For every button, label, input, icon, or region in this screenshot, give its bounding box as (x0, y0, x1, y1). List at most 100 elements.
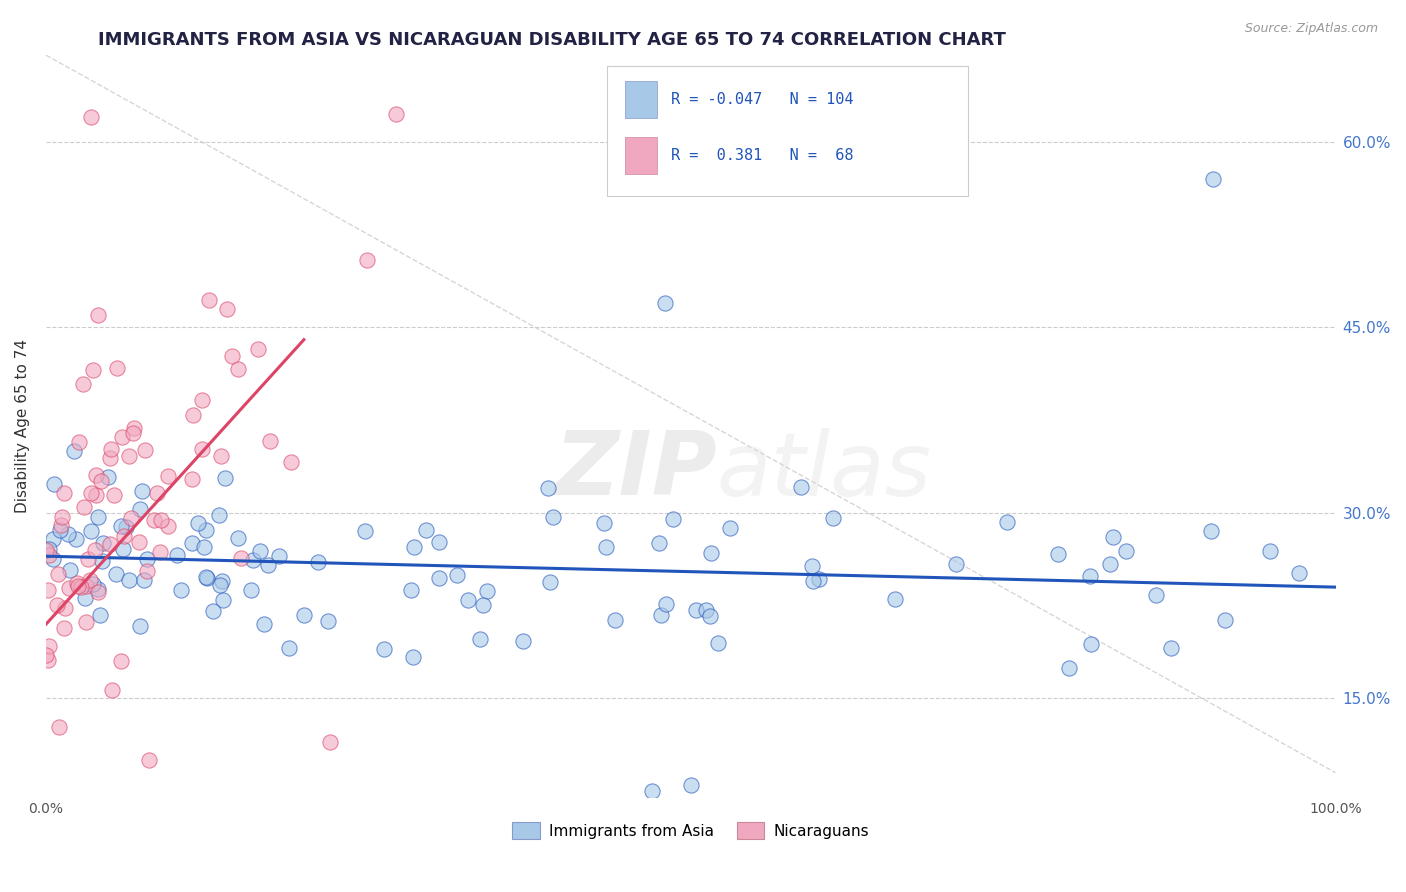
Point (101, 683, 124, 698)
Point (170, 582, 193, 597)
Point (214, 471, 236, 485)
Point (790, 480, 813, 494)
Point (246, 342, 269, 356)
Point (195, 571, 218, 585)
Y-axis label: Disability Age 65 to 74: Disability Age 65 to 74 (15, 339, 30, 513)
Point (37, 653, 59, 667)
Point (1213, 613, 1236, 627)
Point (84, 468, 107, 483)
Point (180, 535, 202, 549)
Point (86, 509, 108, 524)
Point (77, 552, 100, 566)
Point (111, 430, 134, 444)
Point (135, 552, 157, 566)
Point (641, 784, 664, 798)
Point (202, 604, 225, 618)
Point (131, 484, 153, 499)
Point (75, 591, 97, 605)
Point (138, 753, 160, 767)
Point (700, 546, 723, 560)
Point (86, 308, 108, 322)
Point (1057, 661, 1080, 675)
Point (191, 442, 214, 456)
Point (38, 541, 60, 556)
Point (124, 421, 146, 435)
Point (267, 549, 290, 563)
Point (91, 536, 114, 550)
Point (384, 106, 406, 120)
Point (143, 513, 166, 527)
Point (801, 574, 824, 588)
Point (181, 408, 204, 422)
Point (595, 540, 617, 554)
Point (195, 570, 218, 584)
Point (472, 599, 495, 613)
Point (86, 585, 108, 599)
Point (415, 523, 437, 537)
Point (48, 720, 70, 734)
Point (209, 578, 232, 592)
Point (180, 472, 202, 486)
Point (399, 582, 422, 597)
Point (318, 735, 340, 749)
Point (198, 293, 221, 308)
Point (1199, 524, 1222, 538)
Point (191, 392, 214, 407)
Point (1080, 636, 1102, 650)
Point (1288, 566, 1310, 581)
Point (823, 511, 845, 525)
Point (62, 443, 84, 458)
Point (356, 253, 378, 268)
Point (82, 363, 104, 377)
Text: R = -0.047   N = 104: R = -0.047 N = 104 (672, 92, 853, 107)
Point (118, 449, 141, 463)
Point (132, 573, 155, 587)
Point (253, 617, 276, 632)
Point (72, 376, 94, 391)
Point (193, 540, 215, 554)
Point (37, 582, 59, 597)
Point (42, 552, 65, 566)
Point (995, 515, 1018, 529)
Point (239, 583, 262, 598)
Text: IMMIGRANTS FROM ASIA VS NICARAGUAN DISABILITY AGE 65 TO 74 CORRELATION CHART: IMMIGRANTS FROM ASIA VS NICARAGUAN DISAB… (98, 31, 1007, 49)
Point (46, 566, 69, 581)
Point (115, 519, 138, 533)
Point (48, 523, 70, 537)
Point (316, 615, 339, 629)
Point (402, 541, 425, 555)
Point (38, 548, 60, 562)
Point (231, 551, 253, 566)
Text: R =  0.381   N =  68: R = 0.381 N = 68 (672, 148, 853, 163)
Point (427, 572, 450, 586)
Point (278, 641, 301, 656)
Point (1144, 588, 1167, 602)
Point (242, 553, 264, 567)
Point (541, 510, 564, 524)
Point (42, 477, 65, 491)
Point (67, 435, 90, 450)
Point (1099, 557, 1122, 571)
Point (52, 621, 75, 635)
Point (128, 535, 150, 549)
Point (212, 593, 235, 607)
Point (1258, 544, 1281, 558)
Point (166, 548, 188, 562)
Point (70, 580, 93, 594)
Point (457, 592, 479, 607)
Point (695, 603, 717, 617)
Point (156, 469, 179, 483)
Point (647, 536, 669, 550)
Point (103, 488, 125, 502)
Point (807, 572, 830, 586)
Point (65, 532, 87, 546)
Point (221, 349, 243, 363)
Point (187, 516, 209, 530)
Point (110, 654, 132, 668)
Point (98, 450, 121, 465)
Point (194, 523, 217, 537)
Point (373, 641, 395, 656)
Point (211, 574, 233, 588)
Point (80, 524, 103, 539)
Point (512, 633, 534, 648)
